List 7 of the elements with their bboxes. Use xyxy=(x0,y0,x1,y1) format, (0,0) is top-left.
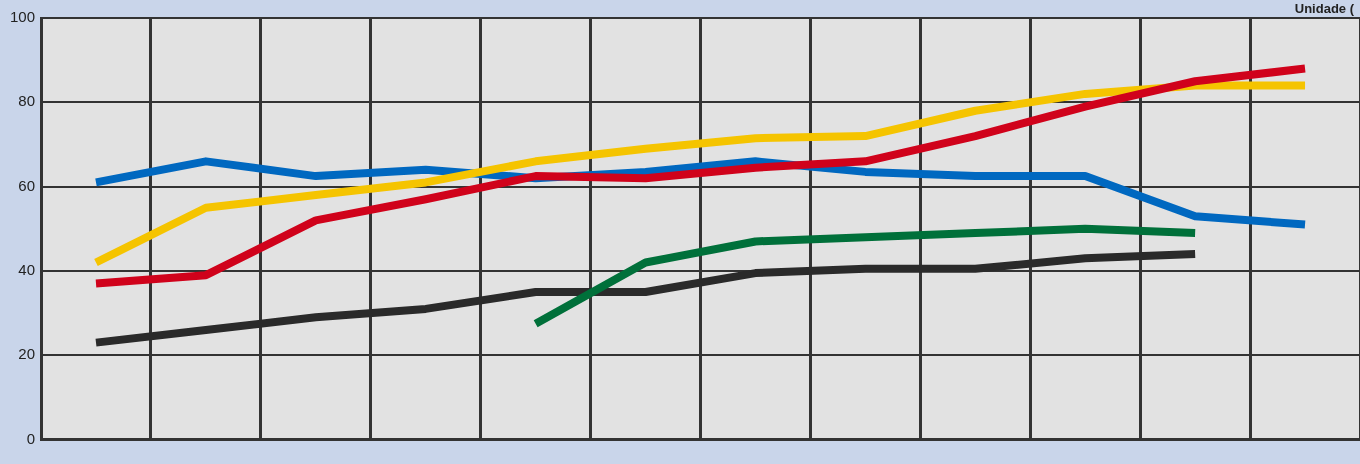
y-tick-label: 100 xyxy=(10,8,36,26)
y-tick-label: 40 xyxy=(18,261,36,279)
y-tick-label: 60 xyxy=(18,176,36,194)
y-tick-label: 20 xyxy=(18,345,36,363)
y-axis-title: Unidade ( xyxy=(1294,1,1355,17)
y-tick-label: 0 xyxy=(26,429,36,447)
y-tick-label: 80 xyxy=(18,92,36,110)
